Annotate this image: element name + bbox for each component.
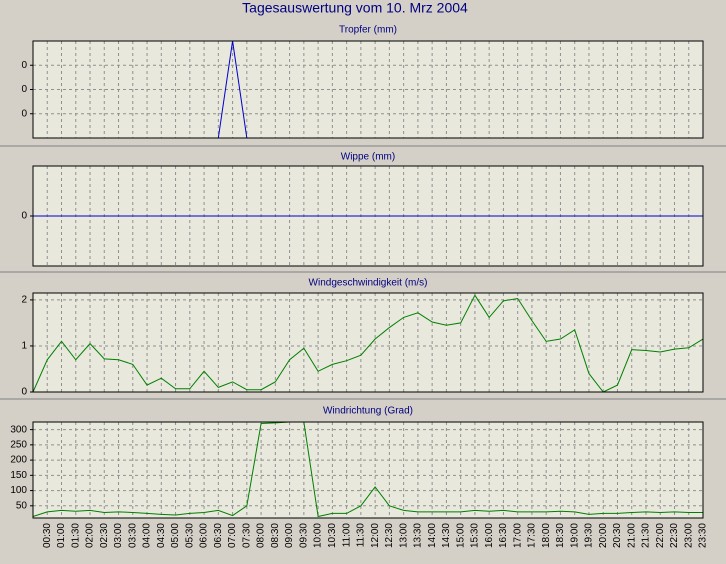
x-tick-label: 08:30	[270, 523, 281, 548]
x-tick-label: 23:30	[698, 523, 709, 548]
x-tick-label: 09:30	[298, 523, 309, 548]
x-tick-label: 02:30	[99, 523, 110, 548]
x-tick-label: 20:30	[612, 523, 623, 548]
y-tick-label: 150	[10, 470, 27, 481]
data-line	[32, 421, 703, 518]
x-tick-label: 07:30	[241, 523, 252, 548]
x-tick-label: 19:00	[569, 523, 580, 548]
x-tick-label: 23:00	[683, 523, 694, 548]
x-tick-label: 02:00	[85, 523, 96, 548]
x-tick-label: 04:30	[156, 523, 167, 548]
data-line	[32, 294, 704, 393]
y-tick-label: 0	[21, 60, 27, 71]
y-tick-label: 0	[21, 387, 27, 398]
x-tick-label: 03:00	[113, 523, 124, 548]
page-title: Tagesauswertung vom 10. Mrz 2004	[242, 0, 468, 16]
plot-area	[33, 422, 703, 518]
x-tick-label: 05:00	[170, 523, 181, 548]
x-tick-label: 17:00	[512, 523, 523, 548]
x-tick-label: 01:00	[56, 523, 67, 548]
x-tick-label: 01:30	[70, 523, 81, 548]
x-tick-label: 07:00	[227, 523, 238, 548]
plot-border	[32, 165, 704, 267]
y-tick-label: 0	[21, 84, 27, 95]
x-tick-label: 08:00	[256, 523, 267, 548]
x-tick-label: 21:30	[641, 523, 652, 548]
y-tick-label: 300	[10, 424, 27, 435]
x-tick-label: 05:30	[184, 523, 195, 548]
plot-border	[32, 40, 704, 139]
plot-area	[33, 293, 703, 392]
x-tick-label: 04:00	[142, 523, 153, 548]
x-tick-label: 11:00	[341, 523, 352, 548]
x-tick-label: 16:30	[498, 523, 509, 548]
x-tick-label: 11:30	[356, 523, 367, 548]
y-tick-label: 1	[21, 341, 27, 352]
x-tick-label: 00:30	[42, 523, 53, 548]
y-tick-label: 100	[10, 485, 27, 496]
x-tick-label: 20:00	[598, 523, 609, 548]
chart-title: Windrichtung (Grad)	[323, 406, 413, 417]
y-tick-label: 250	[10, 439, 27, 450]
x-tick-label: 16:00	[484, 523, 495, 548]
x-tick-label: 15:30	[470, 523, 481, 548]
x-tick-label: 13:00	[398, 523, 409, 548]
x-tick-label: 12:00	[370, 523, 381, 548]
x-tick-label: 15:00	[455, 523, 466, 548]
x-tick-label: 22:00	[655, 523, 666, 548]
x-tick-label: 14:00	[427, 523, 438, 548]
plot-border	[32, 292, 704, 393]
x-tick-label: 14:30	[441, 523, 452, 548]
plot-area	[33, 41, 703, 138]
x-tick-label: 21:00	[626, 523, 637, 548]
y-tick-label: 0	[21, 211, 27, 222]
y-tick-label: 200	[10, 455, 27, 466]
chart-title: Tropfer (mm)	[339, 25, 397, 36]
y-tick-label: 0	[21, 108, 27, 119]
x-tick-label: 06:30	[213, 523, 224, 548]
x-tick-label: 18:00	[541, 523, 552, 548]
x-tick-label: 19:30	[584, 523, 595, 548]
x-tick-label: 17:30	[527, 523, 538, 548]
y-tick-label: 2	[21, 295, 27, 306]
x-tick-label: 12:30	[384, 523, 395, 548]
x-tick-label: 10:00	[313, 523, 324, 548]
x-tick-label: 13:30	[413, 523, 424, 548]
x-tick-label: 09:00	[284, 523, 295, 548]
x-tick-label: 03:30	[127, 523, 138, 548]
chart-title: Windgeschwindigkeit (m/s)	[309, 278, 428, 289]
x-tick-label: 18:30	[555, 523, 566, 548]
x-tick-label: 10:30	[327, 523, 338, 548]
plot-border	[32, 421, 704, 519]
x-tick-label: 22:30	[669, 523, 680, 548]
x-tick-label: 06:00	[199, 523, 210, 548]
y-tick-label: 50	[16, 500, 28, 511]
chart-title: Wippe (mm)	[341, 152, 395, 163]
